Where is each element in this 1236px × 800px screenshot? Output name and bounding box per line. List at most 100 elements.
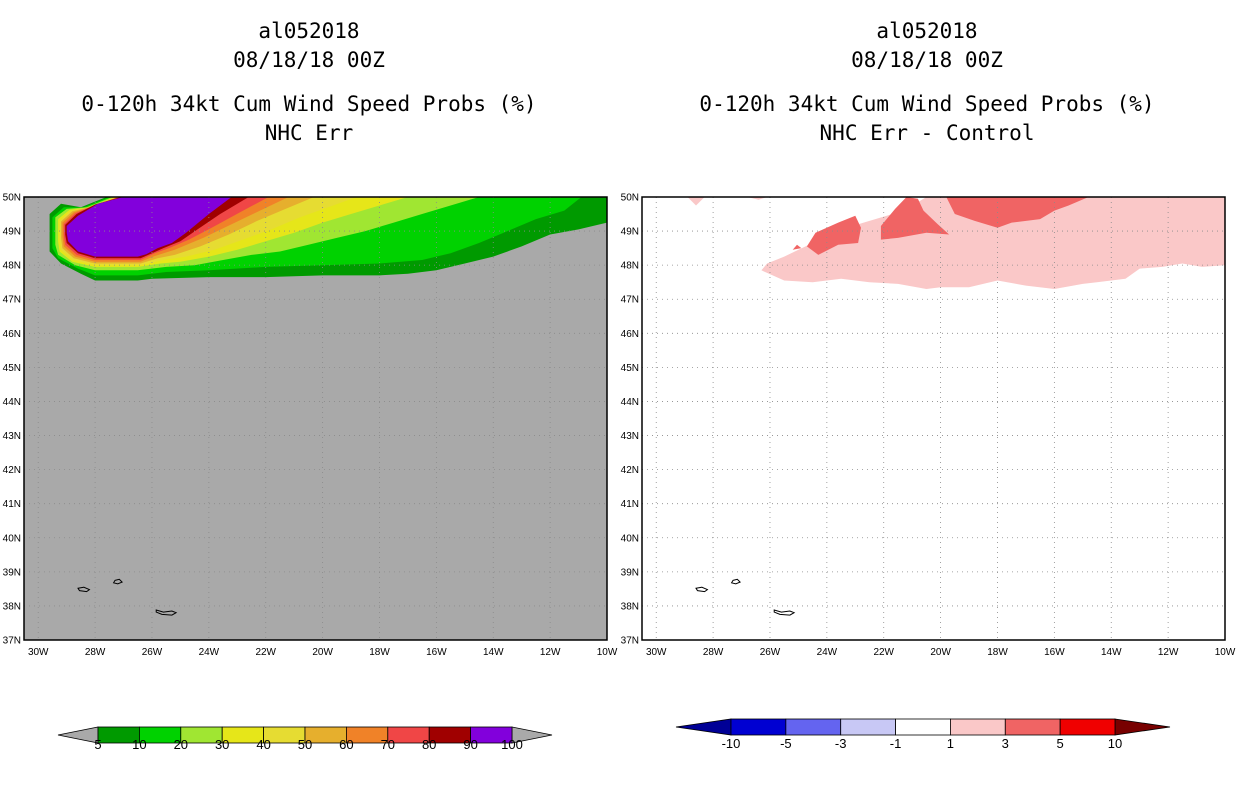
map-frame (23, 196, 608, 641)
y-tick-label: 38N (621, 601, 639, 612)
y-tick-label: 43N (621, 431, 639, 442)
colorbar-label: 10 (1108, 736, 1122, 751)
right-map-panel: 30W 28W 26W 24W 22W 20W 18W 16W 14W 12W 10W 50N 49N 4… (621, 193, 1236, 659)
left-storm-id: al052018 (258, 19, 359, 43)
contour-fill-1-0 (761, 197, 1225, 289)
colorbar-high-triangle (1114, 718, 1171, 736)
grid-lines (24, 197, 607, 640)
colorbar-label: 70 (381, 737, 395, 752)
colorbar-swatch (785, 718, 842, 736)
y-tick-label: 44N (3, 397, 21, 408)
y-tick-label: 38N (3, 601, 21, 612)
right-subtitle: NHC Err - Control (820, 121, 1035, 145)
x-tick-label: 10W (597, 647, 618, 658)
x-tick-label: 24W (817, 647, 838, 658)
x-tick-label: 12W (1158, 647, 1179, 658)
contour-fill-3-4 (880, 197, 950, 240)
colorbar-label: 10 (132, 737, 146, 752)
x-tick-label: 12W (540, 647, 561, 658)
y-tick-label: 47N (621, 295, 639, 306)
x-tick-label: 20W (930, 647, 951, 658)
x-tick-label: 28W (85, 647, 106, 658)
left-subtitle: NHC Err (265, 121, 354, 145)
left-product-title: 0-120h 34kt Cum Wind Speed Probs (%) (81, 92, 536, 116)
y-tick-label: 49N (3, 227, 21, 238)
colorbar-label: 3 (1002, 736, 1009, 751)
left-map-panel: 30W 28W 26W 24W 22W 20W 18W 16W 14W 12W 10W 50N 49N 4… (3, 193, 618, 659)
colorbar-label: 1 (947, 736, 954, 751)
colorbar-label: 20 (174, 737, 188, 752)
colorbar-label: -1 (890, 736, 902, 751)
island-outline (77, 586, 91, 593)
x-tick-label: 20W (312, 647, 333, 658)
y-tick-label: 49N (621, 227, 639, 238)
x-tick-label: 22W (255, 647, 276, 658)
x-tick-label: 14W (1101, 647, 1122, 658)
colorbar-label: 40 (256, 737, 270, 752)
x-tick-label: 22W (873, 647, 894, 658)
colorbar-swatch (950, 718, 1006, 736)
island-outline (730, 578, 741, 585)
x-tick-label: 10W (1215, 647, 1236, 658)
map-frame (641, 196, 1226, 641)
right-date: 08/18/18 00Z (851, 48, 1003, 72)
y-tick-label: 40N (3, 533, 21, 544)
y-tick-label: 37N (3, 636, 21, 647)
y-tick-label: 43N (3, 431, 21, 442)
y-tick-label: 47N (3, 295, 21, 306)
colorbar-swatch (470, 726, 513, 744)
y-tick-label: 41N (3, 499, 21, 510)
colorbar-label: 90 (463, 737, 477, 752)
colorbar-label: 100 (501, 737, 523, 752)
y-tick-label: 44N (621, 397, 639, 408)
y-tick-label: 48N (3, 261, 21, 272)
x-tick-label: 24W (199, 647, 220, 658)
colorbar-label: -3 (835, 736, 847, 751)
colorbar-label: 5 (94, 737, 101, 752)
x-tick-label: 16W (426, 647, 447, 658)
grid-lines (642, 197, 1225, 640)
colorbar-label: -5 (780, 736, 792, 751)
colorbar-label: 80 (422, 737, 436, 752)
x-tick-label: 18W (369, 647, 390, 658)
y-tick-label: 37N (621, 636, 639, 647)
contour-fill-3-5 (946, 197, 1089, 228)
colorbar-swatch (730, 718, 787, 736)
island-outline (112, 578, 123, 585)
colorbar-low-triangle (57, 726, 99, 744)
y-tick-label: 50N (3, 193, 21, 204)
contour-fill-3-3 (806, 215, 861, 255)
x-tick-label: 26W (142, 647, 163, 658)
y-tick-label: 40N (621, 533, 639, 544)
island-outline (773, 609, 796, 616)
left-colorbar: 5 10 20 30 40 50 60 70 80 90 100 (57, 726, 553, 752)
x-tick-label: 14W (483, 647, 504, 658)
colorbar-swatch (1004, 718, 1061, 736)
y-tick-label: 41N (621, 499, 639, 510)
x-tick-label: 30W (28, 647, 49, 658)
colorbar-swatch (1059, 718, 1116, 736)
x-tick-label: 28W (703, 647, 724, 658)
island-outline (155, 609, 178, 616)
y-tick-label: 45N (3, 363, 21, 374)
colorbar-swatch (840, 718, 896, 736)
y-tick-label: 46N (621, 329, 639, 340)
x-tick-label: 18W (987, 647, 1008, 658)
right-colorbar: -10 -5 -3 -1 1 3 5 10 (675, 718, 1171, 751)
colorbar-swatch (895, 718, 951, 736)
colorbar-label: -10 (722, 736, 741, 751)
colorbar-label: 30 (215, 737, 229, 752)
contour-fill-3-6 (792, 244, 802, 250)
y-tick-label: 46N (3, 329, 21, 340)
colorbar-label: 50 (298, 737, 312, 752)
right-storm-id: al052018 (876, 19, 977, 43)
colorbar-label: 5 (1057, 736, 1064, 751)
colorbar-label: 60 (339, 737, 353, 752)
contour-fill-1-1 (687, 197, 705, 206)
y-tick-label: 45N (621, 363, 639, 374)
island-outline (695, 586, 709, 593)
x-tick-label: 30W (646, 647, 667, 658)
y-tick-label: 39N (621, 567, 639, 578)
contour-fill-90-9 (66, 197, 232, 257)
